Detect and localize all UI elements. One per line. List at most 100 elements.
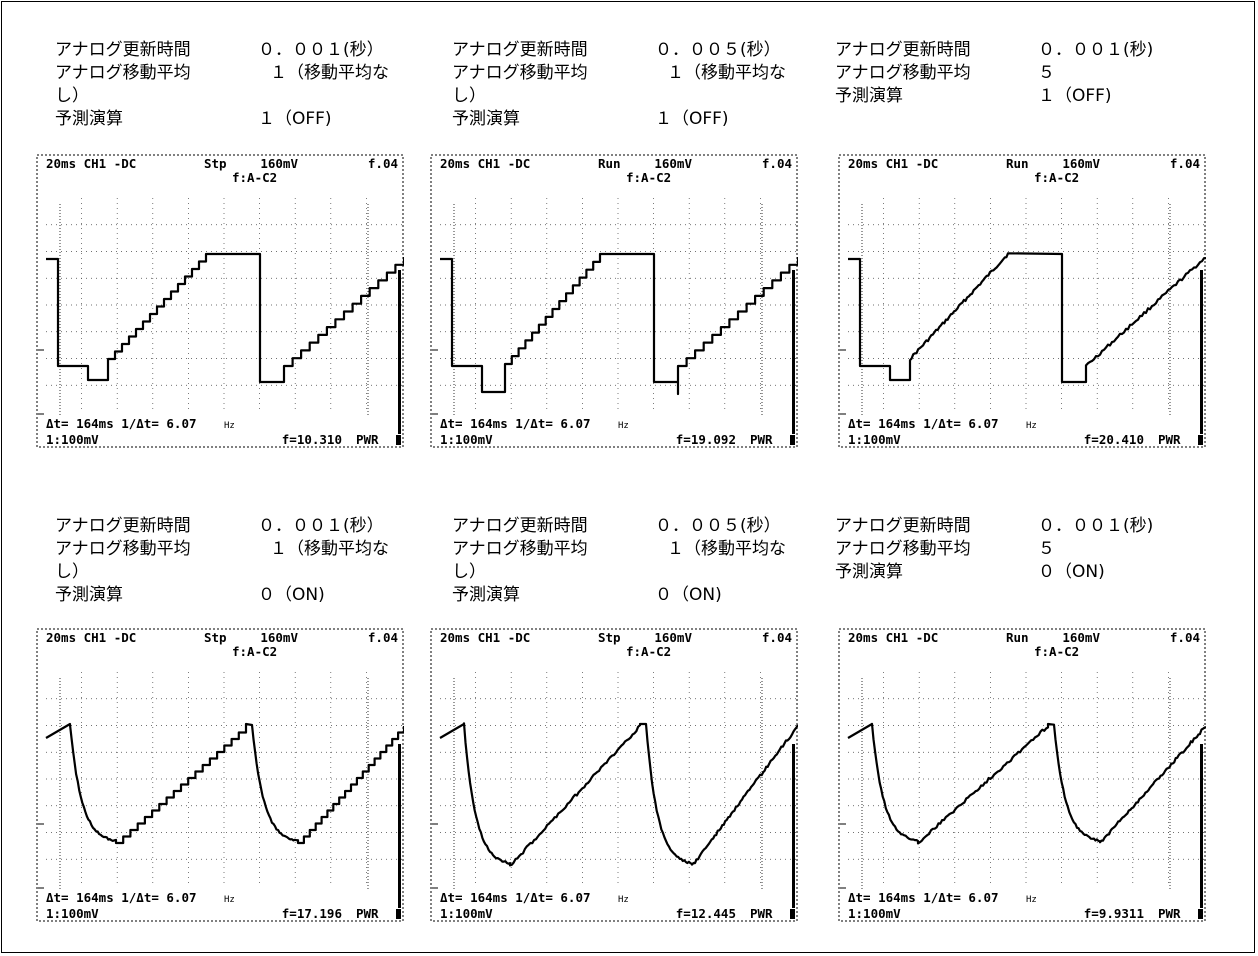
analog-update-time-value: ０．００１(秒) — [1038, 516, 1154, 536]
scope-svg: 20ms CH1 -DC Run 160mV f.04 f:A-C2 Δt= 164ms … — [838, 154, 1206, 448]
prediction-value: ０（ON) — [1038, 562, 1105, 582]
scope-channel-scale: 1:100mV — [440, 906, 493, 921]
scope-delta-t: Δt= 164ms 1/Δt= 6.07 — [440, 890, 591, 905]
scope-trigger: f.04 — [1170, 156, 1200, 171]
scope-hz-unit: Hz — [224, 895, 235, 905]
analog-update-time-value: ０．００５(秒） — [655, 516, 781, 536]
scope-frequency: f=20.410 — [1084, 432, 1144, 447]
scope-delta-t: Δt= 164ms 1/Δt= 6.07 — [848, 416, 999, 431]
scope-volt-div: 160mV — [260, 156, 298, 171]
prediction-value: １（OFF) — [655, 109, 729, 129]
moving-average-value: １（移動平均な — [270, 63, 389, 83]
prediction-value: ０（ON) — [655, 585, 722, 605]
power-indicator — [396, 909, 401, 919]
scope-run-state: Stp — [204, 630, 227, 645]
scope-channel-scale: 1:100mV — [46, 432, 99, 447]
moving-average-value: １（移動平均な — [667, 63, 786, 83]
oscilloscope-screen: 20ms CH1 -DC Stp 160mV f.04 f:A-C2 Δt= 164ms … — [36, 154, 404, 448]
moving-average-value: ５ — [1038, 63, 1055, 83]
waveform-trace — [46, 252, 404, 384]
scope-frequency: f=12.445 — [676, 906, 736, 921]
scope-trigger: f.04 — [1170, 630, 1200, 645]
scope-run-state: Run — [1006, 630, 1029, 645]
scope-hz-unit: Hz — [224, 421, 235, 431]
scope-function: f:A-C2 — [1034, 170, 1079, 185]
scope-channel-scale: 1:100mV — [46, 906, 99, 921]
waveform-trace — [439, 722, 798, 867]
power-indicator — [396, 435, 401, 445]
analog-update-time-value: ０．００１(秒） — [258, 516, 384, 536]
waveform-trace — [847, 722, 1206, 845]
scope-run-state: Run — [598, 156, 621, 171]
scope-trigger: f.04 — [762, 156, 792, 171]
power-indicator — [1198, 435, 1203, 445]
scope-hz-unit: Hz — [1026, 421, 1037, 431]
oscilloscope-screen: 20ms CH1 -DC Stp 160mV f.04 f:A-C2 Δt= 164ms … — [36, 628, 404, 922]
moving-average-value: ５ — [1038, 539, 1055, 559]
scope-border — [36, 628, 404, 922]
scope-trigger: f.04 — [762, 630, 792, 645]
scope-frequency: f=19.092 — [676, 432, 736, 447]
scope-function: f:A-C2 — [1034, 644, 1079, 659]
scope-delta-t: Δt= 164ms 1/Δt= 6.07 — [46, 416, 197, 431]
waveform-trace — [45, 722, 404, 845]
moving-average-value-cont: し） — [55, 562, 89, 582]
prediction-label: 予測演算 — [452, 109, 520, 129]
scope-hz-unit: Hz — [618, 421, 629, 431]
level-bar — [398, 270, 401, 434]
scope-border — [36, 154, 404, 448]
scope-volt-div: 160mV — [1062, 156, 1100, 171]
scope-delta-t: Δt= 164ms 1/Δt= 6.07 — [46, 890, 197, 905]
oscilloscope-screen: 20ms CH1 -DC Run 160mV f.04 f:A-C2 Δt= 164ms … — [838, 154, 1206, 448]
analog-update-time-value: ０．００１(秒) — [1038, 40, 1154, 60]
scope-power: PWR — [1158, 906, 1181, 921]
scope-frequency: f=10.310 — [282, 432, 342, 447]
scope-power: PWR — [750, 906, 773, 921]
scope-timebase: 20ms CH1 -DC — [848, 630, 938, 645]
power-indicator — [790, 909, 795, 919]
scope-svg: 20ms CH1 -DC Stp 160mV f.04 f:A-C2 Δt= 164ms … — [36, 154, 404, 448]
moving-average-label: アナログ移動平均 — [452, 539, 588, 559]
moving-average-value-cont: し） — [452, 562, 486, 582]
prediction-label: 予測演算 — [835, 562, 903, 582]
scope-run-state: Stp — [204, 156, 227, 171]
prediction-label: 予測演算 — [55, 109, 123, 129]
power-indicator — [790, 435, 795, 445]
scope-power: PWR — [750, 432, 773, 447]
scope-border — [838, 628, 1206, 922]
analog-update-time-value: ０．００５(秒） — [655, 40, 781, 60]
scope-timebase: 20ms CH1 -DC — [46, 156, 136, 171]
moving-average-value: １（移動平均な — [270, 539, 389, 559]
moving-average-label: アナログ移動平均 — [452, 63, 588, 83]
scope-run-state: Run — [1006, 156, 1029, 171]
scope-trigger: f.04 — [368, 156, 398, 171]
oscilloscope-screen: 20ms CH1 -DC Run 160mV f.04 f:A-C2 Δt= 164ms … — [430, 154, 798, 448]
prediction-label: 予測演算 — [55, 585, 123, 605]
scope-function: f:A-C2 — [626, 644, 671, 659]
moving-average-value-cont: し） — [452, 86, 486, 106]
scope-timebase: 20ms CH1 -DC — [440, 156, 530, 171]
moving-average-label: アナログ移動平均 — [835, 63, 971, 83]
scope-function: f:A-C2 — [626, 170, 671, 185]
scope-svg: 20ms CH1 -DC Stp 160mV f.04 f:A-C2 Δt= 164ms … — [430, 628, 798, 922]
level-bar — [398, 744, 401, 908]
analog-update-time-label: アナログ更新時間 — [55, 516, 191, 536]
scope-frequency: f=17.196 — [282, 906, 342, 921]
analog-update-time-label: アナログ更新時間 — [452, 40, 588, 60]
scope-delta-t: Δt= 164ms 1/Δt= 6.07 — [440, 416, 591, 431]
scope-border — [430, 154, 798, 448]
level-bar — [792, 744, 795, 908]
scope-volt-div: 160mV — [654, 630, 692, 645]
level-bar — [1200, 744, 1203, 908]
moving-average-value: １（移動平均な — [667, 539, 786, 559]
analog-update-time-value: ０．００１(秒） — [258, 40, 384, 60]
moving-average-label: アナログ移動平均 — [835, 539, 971, 559]
scope-timebase: 20ms CH1 -DC — [440, 630, 530, 645]
oscilloscope-screen: 20ms CH1 -DC Stp 160mV f.04 f:A-C2 Δt= 164ms … — [430, 628, 798, 922]
scope-function: f:A-C2 — [232, 644, 277, 659]
scope-power: PWR — [1158, 432, 1181, 447]
analog-update-time-label: アナログ更新時間 — [55, 40, 191, 60]
power-indicator — [1198, 909, 1203, 919]
scope-channel-scale: 1:100mV — [440, 432, 493, 447]
scope-volt-div: 160mV — [260, 630, 298, 645]
